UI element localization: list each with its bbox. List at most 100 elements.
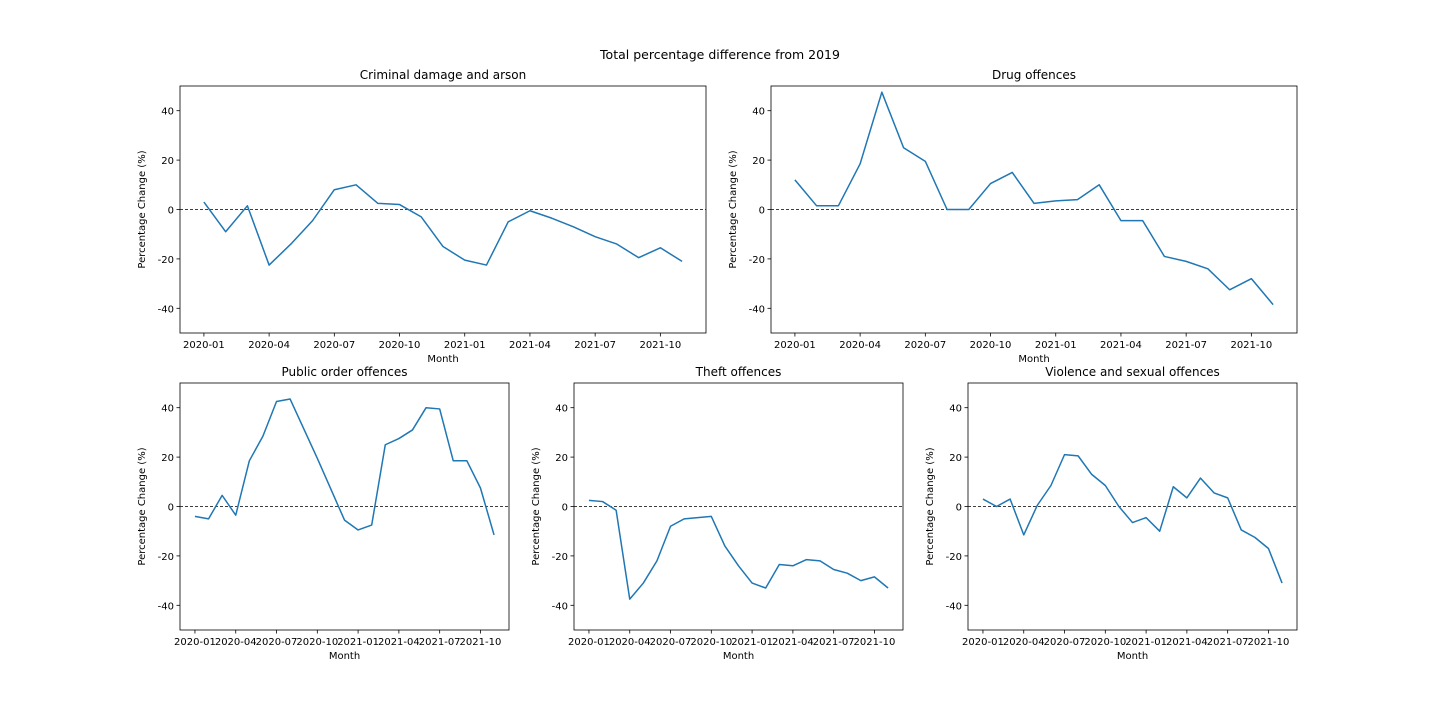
data-point xyxy=(289,398,292,401)
x-axis-label: Month xyxy=(427,354,458,365)
data-point xyxy=(902,146,905,149)
data-point xyxy=(248,459,251,462)
x-tick-label: 2021-01 xyxy=(731,637,773,648)
data-point xyxy=(261,435,264,438)
x-tick-label: 2020-10 xyxy=(970,340,1012,351)
y-axis-label: Percentage Change (%) xyxy=(728,150,739,268)
data-point xyxy=(420,215,423,218)
subplot-title: Theft offences xyxy=(695,365,782,379)
y-tick-label: 40 xyxy=(752,107,765,118)
subplot-2: -40 -20 0 20 40 2020-01 2020-04 2020-07 2020-10 2… xyxy=(728,68,1298,365)
subplot-1: -40 -20 0 20 40 2020-01 2020-04 2020-07 2020-10 2… xyxy=(137,68,707,365)
data-point xyxy=(370,524,373,527)
data-point xyxy=(1054,199,1057,202)
x-tick-label: 2021-04 xyxy=(1100,340,1142,351)
data-point xyxy=(343,519,346,522)
y-tick-label: -20 xyxy=(158,255,174,266)
x-tick-label: 2021-04 xyxy=(1166,637,1208,648)
data-point xyxy=(615,243,618,246)
y-tick-label: 20 xyxy=(161,453,174,464)
y-tick-label: -20 xyxy=(158,552,174,563)
data-point xyxy=(1253,536,1256,539)
x-tick-label: 2020-04 xyxy=(609,637,651,648)
data-point xyxy=(846,572,849,575)
data-point xyxy=(683,517,686,520)
x-tick-label: 2020-01 xyxy=(774,340,816,351)
data-point xyxy=(1076,198,1079,201)
y-tick-label: -20 xyxy=(749,255,765,266)
data-point xyxy=(723,545,726,548)
y-axis-label: Percentage Change (%) xyxy=(137,150,148,268)
data-point xyxy=(572,225,575,228)
data-point xyxy=(1145,516,1148,519)
data-point xyxy=(221,494,224,497)
data-point xyxy=(819,559,822,562)
data-point xyxy=(1117,505,1120,508)
data-point xyxy=(207,517,210,520)
data-point xyxy=(398,203,401,206)
x-tick-label: 2021-07 xyxy=(574,340,616,351)
data-point xyxy=(1131,521,1134,524)
data-point xyxy=(1119,219,1122,222)
data-point xyxy=(989,182,992,185)
data-point xyxy=(357,528,360,531)
data-point xyxy=(832,568,835,571)
data-point xyxy=(655,559,658,562)
data-point xyxy=(193,515,196,518)
data-point xyxy=(442,245,445,248)
data-point xyxy=(311,219,314,222)
data-point xyxy=(880,91,883,94)
data-point xyxy=(485,264,488,267)
x-axis-label: Month xyxy=(1117,651,1148,662)
data-point xyxy=(1104,484,1107,487)
data-point xyxy=(859,579,862,582)
axes-frame xyxy=(573,382,904,631)
x-tick-label: 2020-10 xyxy=(690,637,732,648)
data-point xyxy=(463,259,466,262)
data-point xyxy=(681,260,684,263)
data-point xyxy=(1185,260,1188,263)
data-point xyxy=(329,488,332,491)
y-tick-label: -40 xyxy=(158,304,174,315)
data-point xyxy=(1098,183,1101,186)
data-point xyxy=(1281,582,1284,585)
data-point xyxy=(493,533,496,536)
y-tick-label: 20 xyxy=(555,453,568,464)
y-tick-label: 0 xyxy=(956,503,962,514)
y-tick-label: -40 xyxy=(749,304,765,315)
x-tick-label: 2020-07 xyxy=(904,340,946,351)
series-line xyxy=(194,398,495,536)
series-line xyxy=(588,499,889,600)
y-tick-label: 20 xyxy=(161,156,174,167)
data-point xyxy=(696,516,699,519)
x-tick-label: 2020-10 xyxy=(296,637,338,648)
x-axis-label: Month xyxy=(1018,354,1049,365)
subplot-5: -40-20020402020-012020-042020-072020-102… xyxy=(925,365,1298,662)
data-point xyxy=(1158,530,1161,533)
data-point xyxy=(594,235,597,238)
data-point xyxy=(873,575,876,578)
data-point xyxy=(805,558,808,561)
data-point xyxy=(642,582,645,585)
data-point xyxy=(1049,484,1052,487)
y-tick-label: -40 xyxy=(158,601,174,612)
series-line xyxy=(203,184,683,266)
x-tick-label: 2021-04 xyxy=(509,340,551,351)
data-point xyxy=(1163,255,1166,258)
y-tick-label: 40 xyxy=(161,404,174,415)
data-point xyxy=(737,564,740,567)
data-point xyxy=(384,443,387,446)
x-tick-label: 2021-10 xyxy=(854,637,896,648)
y-tick-label: -40 xyxy=(946,601,962,612)
data-point xyxy=(1077,454,1080,457)
axes-frame xyxy=(967,382,1298,631)
data-point xyxy=(1036,504,1039,507)
data-point xyxy=(411,428,414,431)
x-tick-label: 2020-01 xyxy=(962,637,1004,648)
data-point xyxy=(887,587,890,590)
data-point xyxy=(302,427,305,430)
data-point xyxy=(425,406,428,409)
data-point xyxy=(615,509,618,512)
x-tick-label: 2021-04 xyxy=(378,637,420,648)
